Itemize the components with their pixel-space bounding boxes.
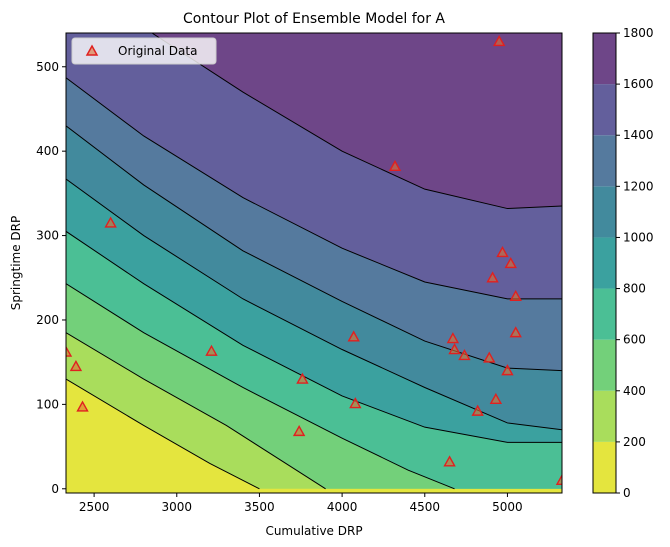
- contour-fills: [66, 33, 562, 493]
- legend-box: [71, 37, 217, 65]
- data-point: [486, 271, 499, 283]
- colorbar-tick-label: 800: [623, 282, 646, 296]
- colorbar-segment: [593, 441, 616, 493]
- colorbar-tick-label: 1400: [623, 128, 654, 142]
- x-tick-label: 2500: [79, 500, 110, 514]
- colorbar-segment: [593, 84, 616, 136]
- contour-line-1400: [66, 77, 562, 300]
- colorbar-segment: [593, 135, 616, 187]
- contour-line-400: [66, 332, 326, 490]
- chart-title: Contour Plot of Ensemble Model for A: [183, 11, 445, 27]
- data-point: [483, 351, 496, 363]
- data-point: [496, 246, 509, 258]
- data-point: [296, 372, 309, 384]
- contour-band-8: [66, 33, 562, 209]
- colorbar-segment: [593, 390, 616, 442]
- x-tick-label: 3000: [161, 500, 192, 514]
- colorbar-segment: [593, 288, 616, 340]
- data-point: [471, 404, 484, 416]
- data-point: [448, 343, 461, 355]
- data-point: [501, 364, 514, 376]
- x-tick-label: 4000: [327, 500, 358, 514]
- data-point: [388, 159, 402, 172]
- x-tick-label: 5000: [492, 500, 523, 514]
- x-tick-label: 3500: [244, 500, 275, 514]
- x-axis-label: Cumulative DRP: [265, 524, 362, 538]
- data-point: [458, 348, 471, 361]
- colorbar-tick-label: 0: [623, 486, 631, 500]
- data-point: [104, 216, 117, 228]
- colorbar-frame: [592, 32, 617, 494]
- contour-line-1000: [66, 178, 562, 431]
- contour-line-200: [66, 378, 260, 490]
- contour-line-600: [66, 283, 455, 490]
- colorbar-tick-label: 600: [623, 333, 646, 347]
- colorbar-segment: [593, 33, 616, 85]
- data-point: [504, 256, 517, 269]
- colorbar: 0 200 400 600 800 1000 1200 1400 1600 1800: [592, 26, 654, 500]
- legend: Original Data: [71, 37, 217, 65]
- x-axis: 2500 3000 3500 4000 4500 5000: [79, 493, 523, 514]
- data-point: [205, 344, 218, 356]
- y-axis-label: Springtime DRP: [9, 216, 23, 310]
- data-point: [76, 400, 89, 412]
- data-point: [446, 332, 460, 344]
- plot-frame: [65, 32, 563, 494]
- legend-marker: [85, 44, 99, 56]
- y-tick-label: 400: [36, 144, 59, 158]
- colorbar-segment: [593, 186, 616, 238]
- y-tick-label: 0: [51, 482, 59, 496]
- data-point: [509, 326, 522, 338]
- contour-line-1600: [151, 33, 562, 210]
- data-point: [489, 392, 503, 405]
- legend-label: Original Data: [118, 44, 197, 58]
- data-point: [349, 397, 362, 409]
- colorbar-tick-label: 1800: [623, 26, 654, 40]
- y-axis: 0 100 200 300 400 500: [36, 60, 66, 496]
- contour-line-800: [66, 230, 562, 443]
- colorbar-tick-label: 200: [623, 435, 646, 449]
- data-point: [292, 424, 306, 437]
- y-tick-label: 500: [36, 60, 59, 74]
- data-point: [66, 345, 73, 357]
- data-points: [66, 34, 562, 486]
- colorbar-tick-label: 1000: [623, 230, 654, 244]
- data-point: [509, 289, 522, 302]
- data-point: [555, 473, 562, 486]
- data-point: [443, 455, 456, 467]
- colorbar-tick-label: 1200: [623, 179, 654, 193]
- data-point: [492, 34, 506, 47]
- x-tick-label: 4500: [409, 500, 440, 514]
- data-point: [69, 359, 83, 372]
- data-point: [347, 330, 360, 342]
- colorbar-segment: [593, 237, 616, 289]
- y-tick-label: 100: [36, 397, 59, 411]
- colorbar-segment: [593, 339, 616, 391]
- colorbar-tick-label: 1600: [623, 77, 654, 91]
- colorbar-tick-label: 400: [623, 384, 646, 398]
- y-tick-label: 200: [36, 313, 59, 327]
- y-tick-label: 300: [36, 229, 59, 243]
